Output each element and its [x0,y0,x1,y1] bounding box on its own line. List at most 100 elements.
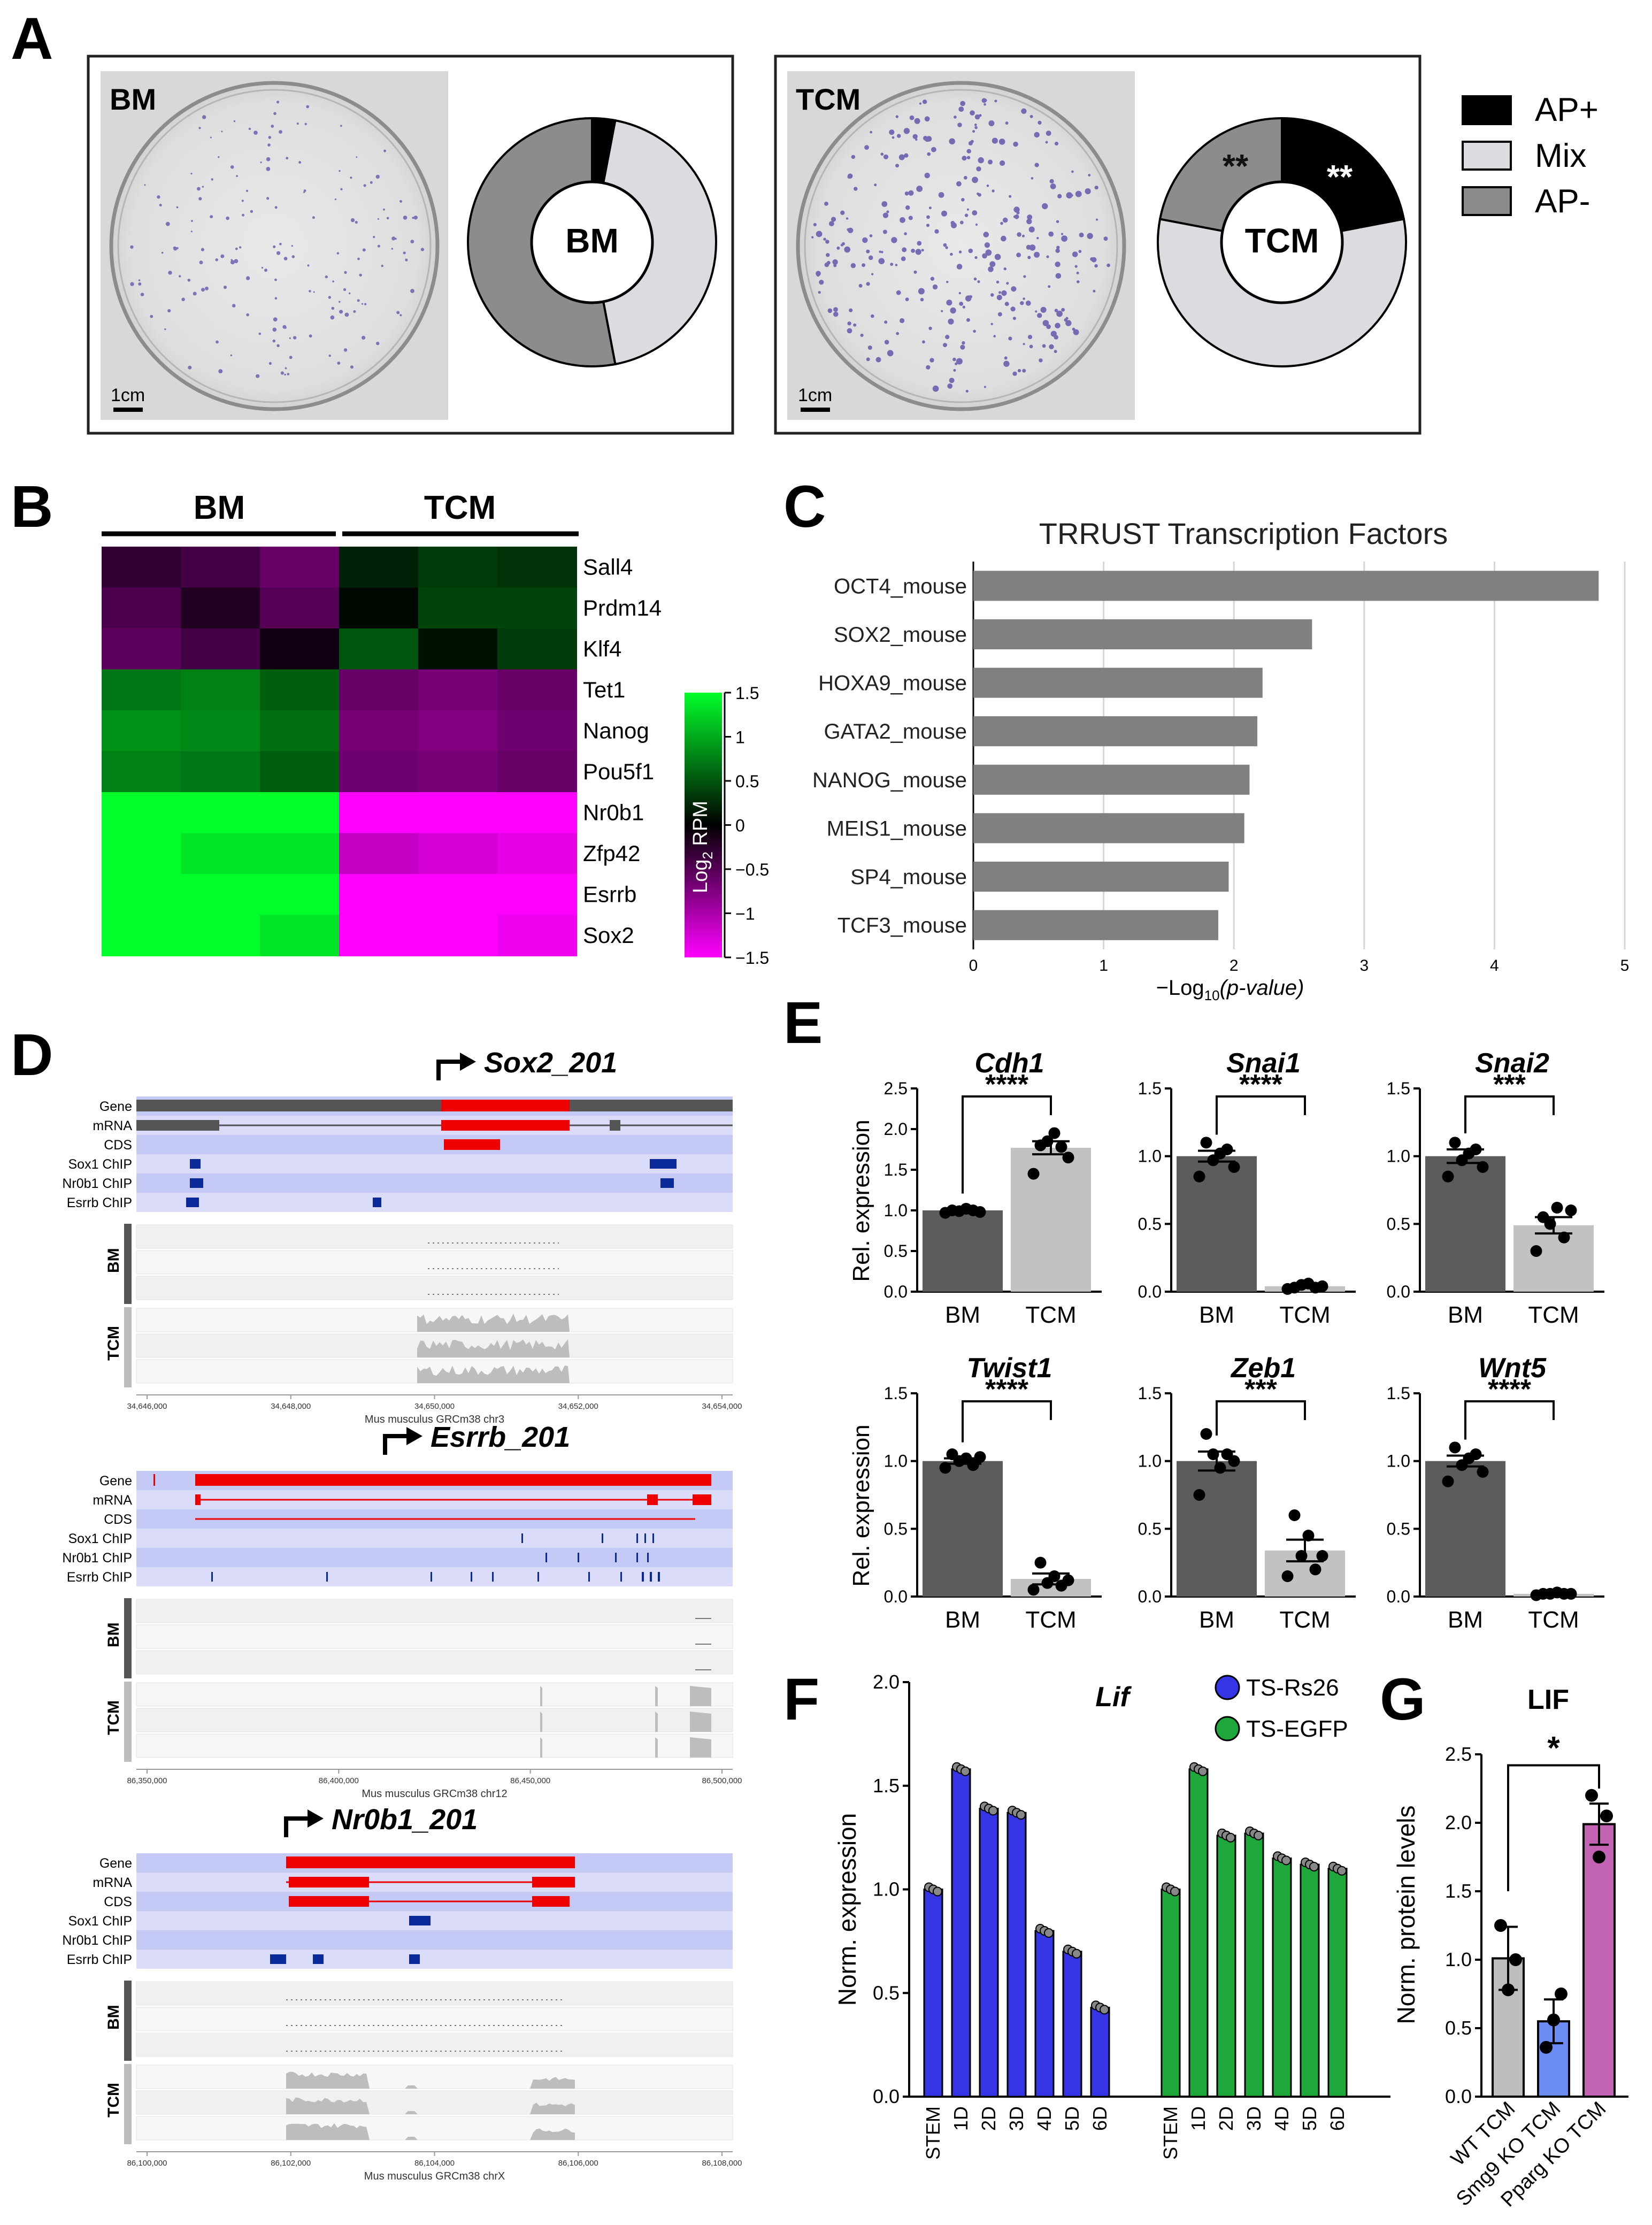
colony-dot [883,154,889,159]
chart-c-category-label: MEIS1_mouse [827,817,967,840]
colony-dot [958,250,962,254]
coverage-track [136,2065,733,2089]
colony-dot [847,228,850,231]
colony-dot [986,185,989,187]
track-label: Esrrb ChIP [67,1195,132,1210]
colony-dot [190,173,193,175]
colony-dot [974,114,980,120]
chart-g-point [1540,2040,1553,2054]
colony-dot [908,190,914,196]
heatmap-cell [418,669,498,711]
legend-label-ts-rs26: TS-Rs26 [1246,1675,1339,1701]
colony-dot [159,204,162,206]
colony-dot [1046,131,1051,136]
group-bar-bm [124,1981,132,2061]
colony-dot [1056,245,1060,249]
coord-label: 34,648,000 [271,1402,311,1411]
colony-dot [832,259,838,265]
colony-dot [992,189,995,193]
chart-e-ytick-label: 0.0 [1387,1282,1410,1301]
panel-a: BM 1cm TCM 1cm BM TCM ** ** AP+ Mix [87,55,1599,435]
colony-dot [968,141,973,145]
chart-f-point [1100,2005,1109,2015]
chart-e-title: Cdh1 [975,1048,1044,1079]
chart-g-ytick-label: 0.0 [1445,2085,1472,2107]
chart-e-ytick-label: 0.0 [1138,1587,1162,1606]
chip-peak [636,1553,638,1562]
colony-dot [1037,313,1042,318]
chart-e-point [1316,1280,1328,1292]
chart-e-bar [1177,1461,1257,1597]
colony-dot [1034,251,1040,258]
chart-g-title: LIF [1527,1684,1569,1715]
colony-dot [303,189,306,192]
chart-c-bar [973,910,1218,940]
chart-g-bar [1582,1823,1616,2098]
coverage-track [136,2032,733,2057]
chart-e-point [974,1451,986,1463]
chip-peak [660,1178,674,1188]
colony-dot [941,310,943,312]
colony-dot [226,216,229,220]
colony-dot [1076,271,1079,274]
heatmap-cell [181,587,260,629]
colony-dot [895,164,899,168]
chart-f-bar [1300,1863,1320,2098]
heatmap-cell [497,915,577,956]
colony-dot [420,248,425,251]
chart-e-ytick-label: 1.5 [1138,1079,1162,1098]
colony-dot [961,198,965,202]
heatmap-cell [102,915,181,956]
colony-dot [1004,356,1008,360]
chart-e-bar [1425,1461,1505,1597]
track-label: Gene [99,1099,132,1114]
colony-dot [176,247,179,250]
chart-e-ytick-label: 1.5 [884,1384,908,1403]
heatmap-cell [339,547,419,588]
panel-label-d: D [11,1022,53,1088]
chart-e-subplot-twist1: Twist1 0.0 0.5 1.0 1.5 BM TCM **** [884,1353,1102,1633]
colony-dot [902,247,907,252]
colony-dot [811,236,814,239]
colony-dot [1009,195,1012,198]
chart-e-category-label: TCM [1025,1607,1076,1633]
chart-e-point [1055,1141,1067,1153]
colony-dot [895,115,899,118]
colony-dot [833,311,839,317]
colony-dot [1022,234,1025,237]
colony-dot [230,165,234,169]
colony-dot [866,282,870,286]
colony-dot [978,157,984,164]
chart-f-bar [923,1889,943,2098]
chart-e-point [1027,1584,1040,1596]
heatmap-cell [497,792,577,834]
colony-dot [1000,160,1005,166]
colony-dot [915,249,921,255]
colony-dot [150,314,153,318]
colony-dot [854,187,858,191]
colony-dot [960,344,965,350]
coverage-track [136,2007,733,2031]
chart-g-point [1585,1789,1598,1802]
colony-dot [274,278,277,281]
heatmap-cell [181,710,260,752]
colony-dot [344,271,347,274]
chart-e-point [1034,1556,1047,1569]
colony-dot [924,172,930,179]
chart-e-point [939,1462,951,1474]
chart-f-point [1072,1948,1081,1959]
legend-marker-ts-egfp [1215,1716,1240,1741]
colony-dot [410,289,414,293]
heatmap-cell [339,751,419,793]
colony-dot [922,340,925,344]
colony-dot [1016,211,1020,214]
colony-dot [359,273,362,277]
donut-slice-mix [590,119,717,366]
colony-dot [1046,324,1051,329]
colony-dot [866,249,870,254]
colony-dot [934,229,939,234]
heatmap-gene-label: Klf4 [583,636,621,661]
colony-dot [900,217,905,223]
heatmap-gene-label: Pou5f1 [583,759,654,784]
colony-dot [976,166,981,172]
